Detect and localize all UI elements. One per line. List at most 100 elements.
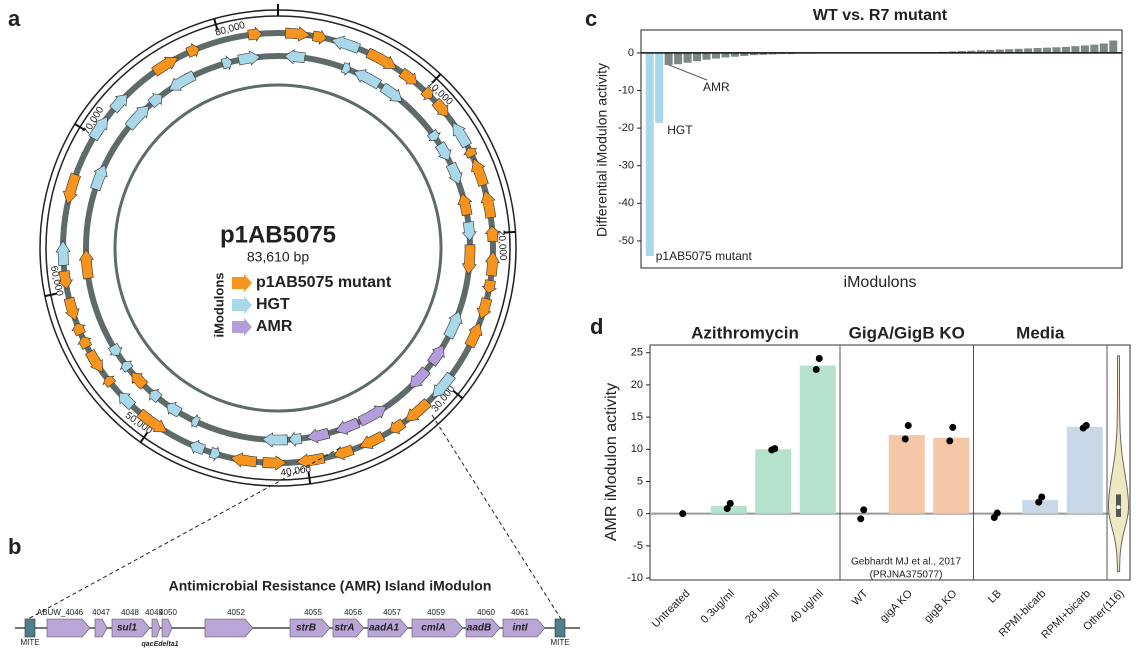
bar	[693, 52, 702, 62]
point	[904, 421, 912, 429]
gene-arrow	[353, 69, 383, 90]
gene	[411, 618, 464, 638]
annotation: (PRJNA375077)	[870, 570, 943, 581]
gene-arrow	[166, 402, 183, 418]
gene-arrow	[289, 431, 303, 448]
mite	[554, 618, 566, 638]
gene-arrow	[284, 26, 311, 42]
bar	[645, 52, 654, 256]
panel-label: b	[8, 534, 21, 559]
bar	[740, 52, 749, 56]
connector	[431, 414, 562, 620]
gene-arrow	[262, 455, 287, 471]
gene-arrow	[434, 141, 452, 161]
bar	[1061, 46, 1070, 53]
x-axis-label: iModulons	[844, 274, 917, 291]
y-tick-label: -10	[627, 572, 643, 584]
gene-arrow	[191, 414, 201, 428]
gene-arrow	[476, 297, 493, 320]
point	[946, 437, 954, 445]
gene-arrow	[431, 97, 449, 117]
tick-mark	[452, 389, 464, 400]
point	[860, 506, 868, 514]
bar	[1109, 40, 1118, 53]
plot-frame	[640, 29, 1123, 269]
gene-arrow	[63, 296, 80, 322]
gene-arrow	[90, 164, 108, 192]
gene	[111, 618, 151, 638]
gene-arrow	[445, 161, 463, 185]
y-axis-label: AMR iModulon activity	[603, 383, 620, 541]
gene-arrow	[335, 417, 361, 435]
gene-arrow	[311, 29, 327, 45]
mite-label: MITE	[550, 638, 569, 647]
gene-arrow	[405, 398, 432, 422]
gene-name: strA	[334, 623, 354, 634]
gene-arrow	[247, 26, 263, 42]
y-tick-label: 10	[631, 443, 643, 455]
gene-arrow	[109, 94, 128, 114]
tick-mark	[213, 18, 219, 31]
gene-id: 4048	[121, 608, 139, 617]
mite-label: MITE	[20, 638, 39, 647]
leader	[668, 64, 708, 81]
bar	[749, 52, 758, 56]
plasmid-name: p1AB5075	[220, 221, 336, 248]
gene	[204, 618, 254, 638]
x-tick-label: WT	[850, 587, 871, 608]
gene-arrow	[306, 428, 331, 444]
gene-arrow	[389, 418, 407, 435]
gene-name: sul1	[117, 623, 137, 634]
mite	[24, 618, 36, 638]
chart-title: WT vs. R7 mutant	[813, 7, 948, 24]
connector	[27, 447, 341, 620]
annotation: AMR	[703, 80, 730, 94]
x-tick-label: 28 ug/ml	[743, 588, 781, 626]
y-tick-label: -10	[618, 84, 634, 96]
y-tick-label: 20	[631, 379, 643, 391]
legend-swatch	[232, 296, 252, 314]
gene	[151, 618, 161, 638]
y-tick-label: 15	[631, 411, 643, 423]
gene-arrow	[189, 439, 206, 455]
gene-arrow	[55, 240, 71, 267]
bar	[674, 52, 683, 65]
gene-arrow	[185, 42, 200, 58]
gene	[465, 618, 501, 638]
point	[723, 505, 731, 513]
x-tick-label: Untreated	[650, 588, 693, 631]
gene-arrow	[484, 225, 501, 243]
bar	[721, 52, 730, 58]
gene-arrow	[427, 129, 441, 141]
bar	[1071, 46, 1080, 53]
gene-arrow	[168, 70, 197, 91]
panel-label: a	[8, 6, 21, 31]
point	[901, 435, 909, 443]
x-tick-label: gigB KO	[922, 587, 960, 625]
y-tick-label: 5	[637, 475, 643, 487]
bar	[1099, 43, 1108, 53]
y-tick-label: 0	[628, 47, 634, 59]
gene-arrow	[357, 405, 387, 427]
bar	[730, 52, 739, 57]
bar	[1090, 44, 1099, 53]
legend-title: iModulons	[211, 273, 226, 338]
bar	[933, 437, 970, 514]
point	[812, 365, 820, 373]
gene-arrow	[151, 56, 179, 77]
point	[1035, 498, 1043, 506]
gene-name: strB	[296, 623, 316, 634]
track	[113, 83, 443, 413]
tick-mark	[44, 292, 57, 298]
gene-arrow	[77, 336, 93, 350]
bar	[1033, 48, 1042, 53]
gene-id: 4052	[227, 608, 245, 617]
y-tick-label: -50	[618, 235, 634, 247]
bar	[948, 51, 957, 53]
gene-arrow	[208, 446, 221, 462]
annotation: Gebhardt MJ et al., 2017	[851, 557, 962, 568]
gene-arrow	[62, 172, 81, 205]
violin	[1108, 355, 1129, 573]
gene-arrow	[78, 249, 94, 280]
